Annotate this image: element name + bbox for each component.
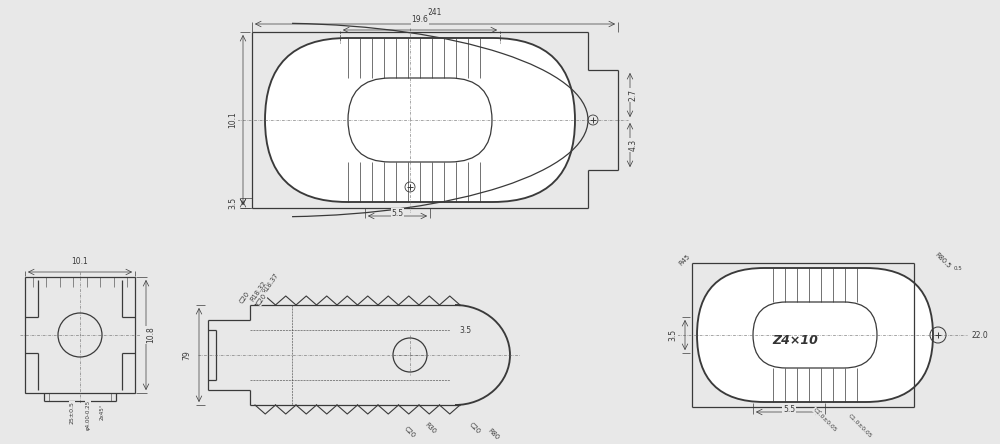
Text: 22.0: 22.0 (972, 330, 989, 340)
Text: R18.37: R18.37 (261, 272, 279, 294)
Text: C20: C20 (468, 421, 482, 435)
Text: R80: R80 (486, 427, 500, 441)
Text: C20: C20 (403, 425, 417, 439)
Text: 5.5: 5.5 (391, 209, 404, 218)
Text: Z4×10: Z4×10 (772, 333, 818, 346)
Text: φ4.00-0.25: φ4.00-0.25 (86, 400, 90, 430)
Text: C20: C20 (239, 290, 251, 304)
Text: C1.0±0.05: C1.0±0.05 (847, 413, 873, 439)
Text: 3.5: 3.5 (668, 329, 677, 341)
Text: 2x45°: 2x45° (100, 404, 104, 420)
Text: 10.1: 10.1 (72, 257, 88, 266)
Text: C1.0±0.05: C1.0±0.05 (812, 407, 838, 433)
Text: 3.5: 3.5 (459, 325, 471, 334)
Text: 0.5: 0.5 (954, 266, 962, 270)
Text: 10.1: 10.1 (228, 111, 237, 128)
Text: R80.5: R80.5 (934, 251, 952, 269)
Text: R30: R30 (423, 421, 437, 435)
FancyBboxPatch shape (697, 268, 933, 402)
Text: 79: 79 (182, 350, 191, 360)
Text: 3.5: 3.5 (228, 197, 237, 209)
Text: R18.32: R18.32 (249, 280, 267, 302)
Text: 10.8: 10.8 (146, 327, 155, 343)
Text: 2.7: 2.7 (629, 89, 638, 101)
Text: 5.5: 5.5 (783, 405, 795, 414)
Text: 4.3: 4.3 (629, 139, 638, 151)
Text: R45: R45 (678, 253, 692, 267)
Text: 19.6: 19.6 (412, 15, 428, 24)
Text: 25±0.5: 25±0.5 (70, 401, 74, 424)
Text: 241: 241 (428, 8, 442, 17)
Text: C20: C20 (256, 292, 268, 306)
FancyBboxPatch shape (265, 38, 575, 202)
